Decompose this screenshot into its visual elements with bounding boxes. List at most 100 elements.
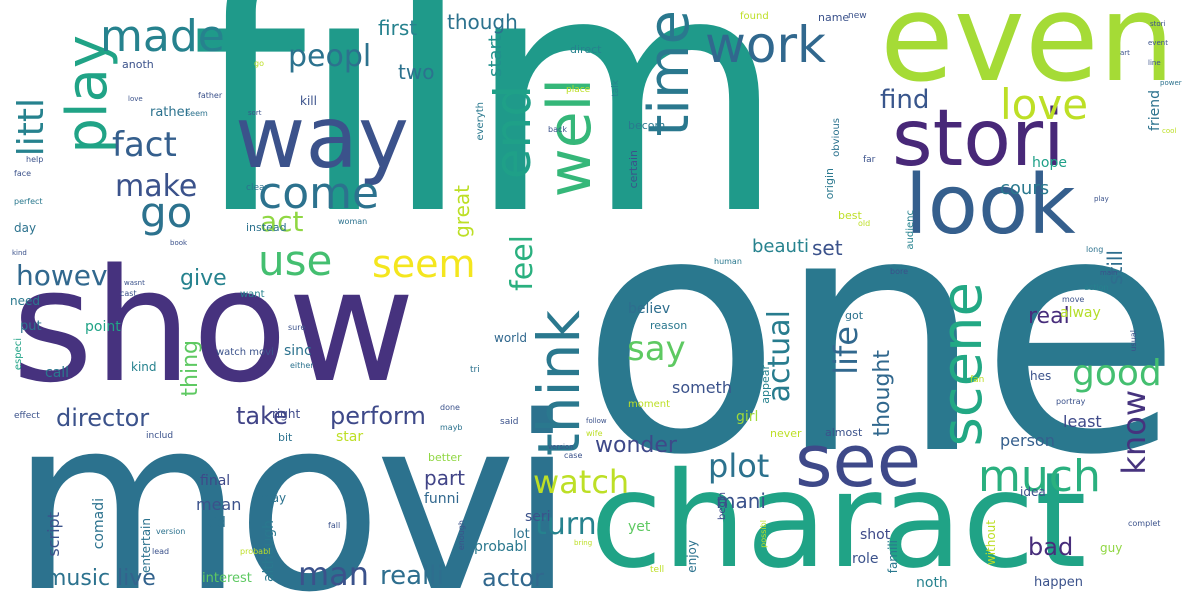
word-seri: seri: [525, 509, 551, 525]
word-begin: begin: [717, 492, 728, 520]
word-way: way: [235, 88, 409, 188]
word-thought: thought: [870, 350, 895, 437]
word-new: new: [848, 11, 867, 21]
word-perfect: perfect: [14, 197, 43, 206]
word-still: still: [1103, 250, 1127, 285]
word-believ: believ: [628, 301, 671, 317]
word-appear: appear: [759, 365, 772, 404]
word-place: place: [566, 85, 591, 95]
word-bit: bit: [278, 431, 293, 444]
word-good: good: [1072, 353, 1162, 394]
word-better: better: [428, 451, 462, 464]
word-talk: talk: [611, 80, 621, 97]
word-possibl: possibl: [759, 520, 768, 548]
word-mean: mean: [196, 495, 242, 514]
word-go: go: [140, 188, 193, 237]
word-clear: clear: [246, 183, 269, 193]
word-realli: realli: [380, 561, 444, 591]
word-either: either: [290, 361, 314, 370]
word-sure: sure: [288, 323, 306, 332]
word-entertain: entertain: [139, 518, 153, 574]
word-find: find: [880, 85, 930, 115]
word-world: world: [494, 331, 528, 345]
word-usual: usual: [1129, 330, 1138, 352]
word-work: work: [705, 16, 826, 74]
word-feel: feel: [505, 235, 540, 291]
word-name: name: [818, 11, 850, 24]
word-see: see: [795, 419, 922, 503]
word-fall: fall: [328, 521, 341, 530]
word-stori-2: stori: [1150, 20, 1166, 28]
word-seem-2: seem: [186, 109, 208, 118]
word-famili: famili: [886, 540, 900, 574]
word-sinc: sinc: [284, 343, 312, 359]
word-comadi: comadi: [91, 498, 107, 550]
word-point: point: [85, 319, 121, 335]
word-especi: especi: [13, 338, 24, 371]
word-enjoy: enjoy: [685, 540, 699, 573]
word-star: star: [336, 429, 364, 445]
word-event: event: [1148, 39, 1168, 47]
word-act: act: [260, 205, 304, 238]
word-say: say: [627, 329, 686, 369]
word-kid: kid: [205, 515, 226, 531]
word-includ: includ: [146, 431, 174, 441]
word-woman: woman: [338, 217, 368, 226]
word-line: line: [1148, 59, 1161, 67]
word-happen: happen: [1034, 575, 1083, 590]
word-shot: shot: [860, 527, 891, 543]
word-origin: origin: [823, 168, 836, 200]
word-start: start: [485, 35, 506, 77]
word-real: real: [1028, 304, 1070, 329]
word-role: role: [852, 551, 879, 567]
word-director: director: [56, 404, 150, 432]
word-fact: fact: [112, 125, 177, 165]
word-plot: plot: [708, 447, 770, 485]
word-made: made: [100, 11, 225, 62]
word-cours: cours: [1000, 178, 1050, 199]
word-much: much: [978, 451, 1101, 502]
word-sort: sort: [248, 109, 262, 117]
word-someth: someth: [672, 378, 732, 397]
word-right: right: [272, 407, 301, 421]
word-two: two: [398, 60, 435, 84]
word-scene: scene: [930, 282, 995, 447]
word-reason: reason: [650, 319, 688, 332]
word-main: main: [1100, 269, 1118, 277]
word-look: look: [905, 158, 1076, 253]
word-littl: littl: [11, 98, 52, 157]
word-move: move: [1062, 295, 1085, 304]
word-father: father: [198, 91, 223, 100]
word-noth: noth: [916, 575, 948, 591]
word-interest: interest: [202, 571, 252, 586]
word-part: part: [424, 466, 466, 490]
word-help: help: [26, 155, 44, 164]
word-friend: friend: [1147, 90, 1163, 131]
word-tri: tri: [470, 365, 480, 375]
word-face: face: [14, 169, 32, 178]
word-fan: fan: [970, 375, 985, 385]
word-hes: hes: [1030, 369, 1052, 383]
word-watch-movi: watch movi: [216, 347, 274, 358]
word-give: give: [180, 266, 227, 291]
word-take: take: [236, 402, 288, 430]
word-need: need: [10, 294, 40, 308]
word-music: music: [45, 566, 111, 591]
word-love: love: [1000, 80, 1089, 129]
word-life: life: [827, 326, 865, 375]
word-obvious: obvious: [831, 118, 842, 157]
word-cool: cool: [1162, 127, 1177, 135]
word-mayb: mayb: [440, 423, 463, 432]
word-kind-2: kind: [12, 249, 27, 257]
word-thing: thing: [178, 340, 203, 397]
word-turn: turn: [535, 507, 597, 542]
word-instead: instead: [246, 221, 287, 234]
word-beauti: beauti: [752, 236, 809, 257]
word-direct: direct: [570, 43, 602, 56]
word-charact: charact: [590, 444, 1087, 598]
word-first: first: [378, 16, 418, 40]
word-movi: movi: [10, 365, 575, 601]
word-set: set: [812, 236, 843, 260]
word-rather: rather: [150, 105, 190, 120]
word-great: great: [450, 185, 474, 238]
